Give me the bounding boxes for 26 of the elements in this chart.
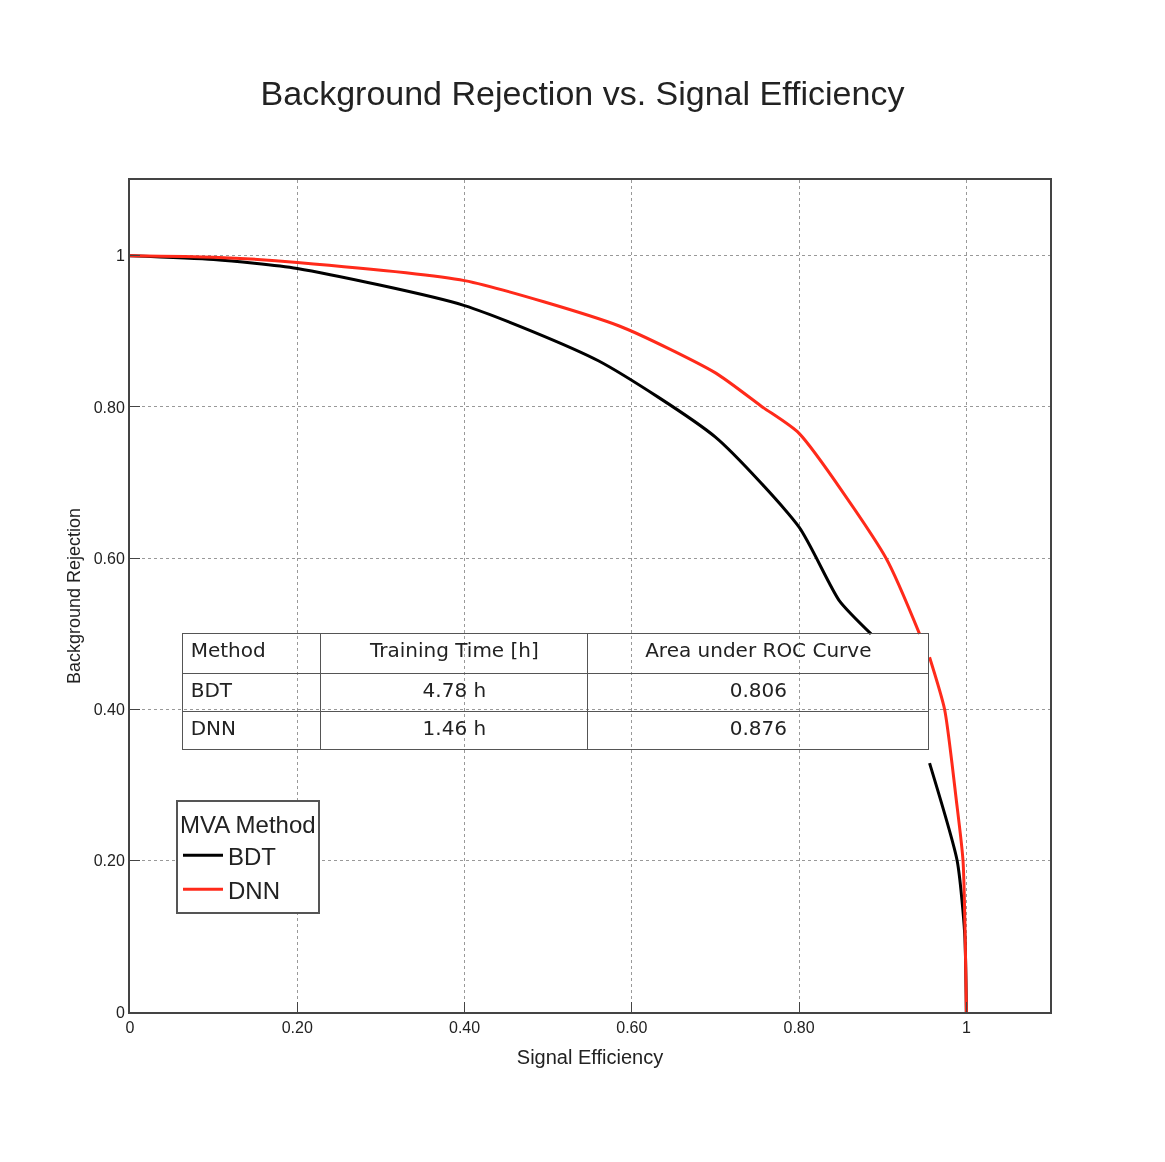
x-tick-label: 0.20 xyxy=(281,1019,313,1037)
y-axis-title: Background Rejection xyxy=(64,507,85,685)
annotation: BDT xyxy=(190,677,233,702)
y-tick-label: 0.40 xyxy=(93,701,125,719)
x-tick-label: 0.40 xyxy=(448,1019,481,1037)
x-tick-label: 0.60 xyxy=(616,1019,648,1037)
x-tick-label: 0.80 xyxy=(783,1019,815,1037)
x-tick-label: 1 xyxy=(961,1019,971,1037)
y-tick-label: 0 xyxy=(115,1003,125,1021)
annotation: 1.46 h xyxy=(422,715,487,740)
legend-title: MVA Method xyxy=(180,811,316,839)
annotation: 0.806 xyxy=(729,677,787,702)
y-tick-label: 0.20 xyxy=(93,852,125,870)
chart-title: Background Rejection vs. Signal Efficiency xyxy=(260,73,905,112)
y-tick-label: 0.60 xyxy=(93,549,125,567)
annotation: Method xyxy=(190,637,266,662)
y-tick-label: 1 xyxy=(115,247,125,265)
x-axis-title: Signal Efficiency xyxy=(516,1046,664,1069)
legend-label: DNN xyxy=(228,876,280,904)
annotation: Area under ROC Curve xyxy=(645,637,872,662)
y-tick-label: 0.80 xyxy=(93,398,125,416)
annotation: 0.876 xyxy=(729,715,787,740)
annotation: DNN xyxy=(190,715,237,740)
annotation: Training Time [h] xyxy=(368,637,539,662)
annotation: 4.78 h xyxy=(422,677,487,702)
legend-label: BDT xyxy=(228,842,277,870)
